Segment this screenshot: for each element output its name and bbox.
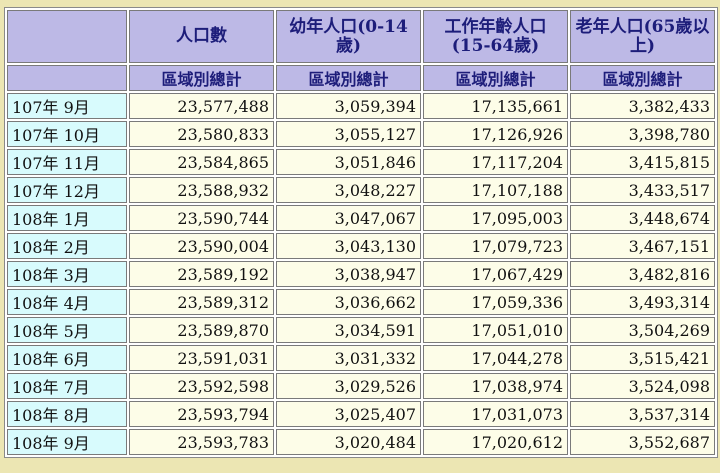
cell-elderly-population: 3,515,421 bbox=[570, 345, 715, 371]
table-row: 108年 2月 23,590,004 3,043,130 17,079,723 3,46… bbox=[7, 233, 715, 259]
cell-elderly-population: 3,382,433 bbox=[570, 93, 715, 119]
table-row: 108年 8月 23,593,794 3,025,407 17,031,073 3,53… bbox=[7, 401, 715, 427]
header-corner bbox=[7, 10, 127, 63]
row-month-label: 107年 10月 bbox=[7, 121, 127, 147]
cell-total-population: 23,588,932 bbox=[129, 177, 274, 203]
cell-total-population: 23,590,004 bbox=[129, 233, 274, 259]
row-month-label: 108年 2月 bbox=[7, 233, 127, 259]
row-month-label: 108年 6月 bbox=[7, 345, 127, 371]
cell-working-age-population: 17,031,073 bbox=[423, 401, 568, 427]
subheader-corner bbox=[7, 65, 127, 91]
cell-elderly-population: 3,524,098 bbox=[570, 373, 715, 399]
row-month-label: 107年 12月 bbox=[7, 177, 127, 203]
subheader-region-total: 區域別總計 bbox=[276, 65, 421, 91]
cell-total-population: 23,589,870 bbox=[129, 317, 274, 343]
row-month-label: 107年 9月 bbox=[7, 93, 127, 119]
subheader-region-total: 區域別總計 bbox=[129, 65, 274, 91]
cell-elderly-population: 3,493,314 bbox=[570, 289, 715, 315]
cell-working-age-population: 17,079,723 bbox=[423, 233, 568, 259]
table-row: 108年 9月 23,593,783 3,020,484 17,020,612 3,55… bbox=[7, 429, 715, 455]
cell-working-age-population: 17,135,661 bbox=[423, 93, 568, 119]
cell-total-population: 23,592,598 bbox=[129, 373, 274, 399]
table-row: 107年 10月 23,580,833 3,055,127 17,126,926 3,3… bbox=[7, 121, 715, 147]
cell-working-age-population: 17,095,003 bbox=[423, 205, 568, 231]
cell-total-population: 23,577,488 bbox=[129, 93, 274, 119]
cell-child-population: 3,038,947 bbox=[276, 261, 421, 287]
cell-working-age-population: 17,059,336 bbox=[423, 289, 568, 315]
cell-elderly-population: 3,552,687 bbox=[570, 429, 715, 455]
subheader-region-total: 區域別總計 bbox=[423, 65, 568, 91]
table-row: 107年 11月 23,584,865 3,051,846 17,117,204 3,4… bbox=[7, 149, 715, 175]
cell-total-population: 23,580,833 bbox=[129, 121, 274, 147]
cell-working-age-population: 17,117,204 bbox=[423, 149, 568, 175]
cell-total-population: 23,591,031 bbox=[129, 345, 274, 371]
header-elderly-population: 老年人口(65歲以上) bbox=[570, 10, 715, 63]
cell-elderly-population: 3,448,674 bbox=[570, 205, 715, 231]
cell-child-population: 3,059,394 bbox=[276, 93, 421, 119]
row-month-label: 108年 1月 bbox=[7, 205, 127, 231]
cell-child-population: 3,051,846 bbox=[276, 149, 421, 175]
table-row: 108年 4月 23,589,312 3,036,662 17,059,336 3,49… bbox=[7, 289, 715, 315]
cell-elderly-population: 3,504,269 bbox=[570, 317, 715, 343]
cell-working-age-population: 17,020,612 bbox=[423, 429, 568, 455]
table-row: 108年 5月 23,589,870 3,034,591 17,051,010 3,50… bbox=[7, 317, 715, 343]
table-body: 107年 9月 23,577,488 3,059,394 17,135,661 3,38… bbox=[7, 93, 715, 455]
header-child-population: 幼年人口(0-14歲) bbox=[276, 10, 421, 63]
cell-total-population: 23,584,865 bbox=[129, 149, 274, 175]
cell-child-population: 3,048,227 bbox=[276, 177, 421, 203]
header-working-age-population: 工作年齡人口(15-64歲) bbox=[423, 10, 568, 63]
cell-child-population: 3,020,484 bbox=[276, 429, 421, 455]
cell-child-population: 3,055,127 bbox=[276, 121, 421, 147]
cell-child-population: 3,025,407 bbox=[276, 401, 421, 427]
table-row: 107年 9月 23,577,488 3,059,394 17,135,661 3,38… bbox=[7, 93, 715, 119]
row-month-label: 108年 3月 bbox=[7, 261, 127, 287]
subheader-row: 區域別總計 區域別總計 區域別總計 區域別總計 bbox=[7, 65, 715, 91]
row-month-label: 107年 11月 bbox=[7, 149, 127, 175]
cell-child-population: 3,034,591 bbox=[276, 317, 421, 343]
table-row: 108年 1月 23,590,744 3,047,067 17,095,003 3,44… bbox=[7, 205, 715, 231]
row-month-label: 108年 5月 bbox=[7, 317, 127, 343]
header-row: 人口數 幼年人口(0-14歲) 工作年齡人口(15-64歲) 老年人口(65歲以… bbox=[7, 10, 715, 63]
row-month-label: 108年 4月 bbox=[7, 289, 127, 315]
header-total-population: 人口數 bbox=[129, 10, 274, 63]
cell-working-age-population: 17,051,010 bbox=[423, 317, 568, 343]
cell-elderly-population: 3,398,780 bbox=[570, 121, 715, 147]
table-row: 108年 6月 23,591,031 3,031,332 17,044,278 3,51… bbox=[7, 345, 715, 371]
cell-working-age-population: 17,126,926 bbox=[423, 121, 568, 147]
cell-elderly-population: 3,537,314 bbox=[570, 401, 715, 427]
cell-elderly-population: 3,415,815 bbox=[570, 149, 715, 175]
cell-elderly-population: 3,482,816 bbox=[570, 261, 715, 287]
cell-child-population: 3,029,526 bbox=[276, 373, 421, 399]
cell-total-population: 23,590,744 bbox=[129, 205, 274, 231]
row-month-label: 108年 7月 bbox=[7, 373, 127, 399]
cell-working-age-population: 17,044,278 bbox=[423, 345, 568, 371]
table-row: 107年 12月 23,588,932 3,048,227 17,107,188 3,4… bbox=[7, 177, 715, 203]
table-row: 108年 7月 23,592,598 3,029,526 17,038,974 3,52… bbox=[7, 373, 715, 399]
cell-total-population: 23,593,794 bbox=[129, 401, 274, 427]
cell-child-population: 3,031,332 bbox=[276, 345, 421, 371]
cell-working-age-population: 17,038,974 bbox=[423, 373, 568, 399]
cell-child-population: 3,043,130 bbox=[276, 233, 421, 259]
cell-elderly-population: 3,433,517 bbox=[570, 177, 715, 203]
cell-elderly-population: 3,467,151 bbox=[570, 233, 715, 259]
cell-total-population: 23,593,783 bbox=[129, 429, 274, 455]
cell-total-population: 23,589,312 bbox=[129, 289, 274, 315]
cell-total-population: 23,589,192 bbox=[129, 261, 274, 287]
cell-child-population: 3,047,067 bbox=[276, 205, 421, 231]
cell-working-age-population: 17,067,429 bbox=[423, 261, 568, 287]
cell-child-population: 3,036,662 bbox=[276, 289, 421, 315]
table-row: 108年 3月 23,589,192 3,038,947 17,067,429 3,48… bbox=[7, 261, 715, 287]
cell-working-age-population: 17,107,188 bbox=[423, 177, 568, 203]
population-table: 人口數 幼年人口(0-14歲) 工作年齡人口(15-64歲) 老年人口(65歲以… bbox=[4, 7, 718, 458]
row-month-label: 108年 8月 bbox=[7, 401, 127, 427]
row-month-label: 108年 9月 bbox=[7, 429, 127, 455]
subheader-region-total: 區域別總計 bbox=[570, 65, 715, 91]
